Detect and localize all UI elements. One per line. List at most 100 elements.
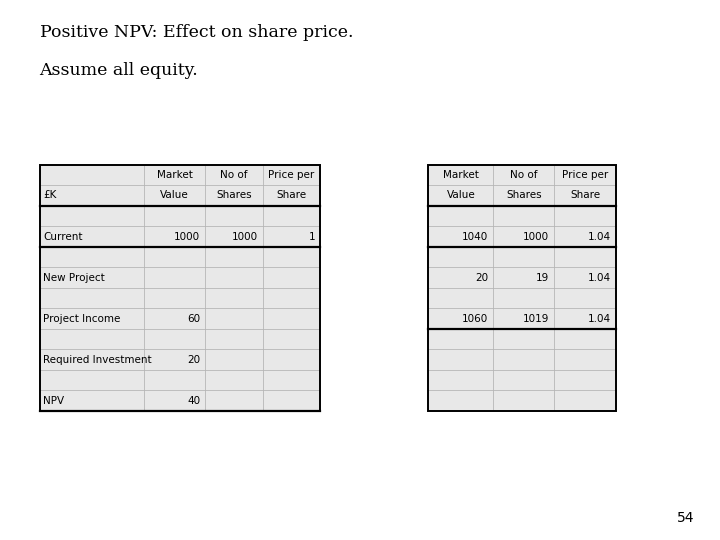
Bar bbox=[554, 185, 616, 206]
Bar bbox=[493, 247, 554, 267]
Text: 19: 19 bbox=[536, 273, 549, 282]
Bar bbox=[554, 206, 616, 226]
Bar bbox=[40, 308, 144, 329]
Bar bbox=[554, 165, 616, 185]
Bar bbox=[40, 267, 144, 288]
Bar bbox=[205, 308, 263, 329]
Bar bbox=[205, 370, 263, 390]
Bar bbox=[493, 370, 554, 390]
Text: 1000: 1000 bbox=[174, 232, 200, 241]
Bar bbox=[554, 390, 616, 411]
Bar bbox=[263, 206, 320, 226]
Bar bbox=[205, 165, 263, 185]
Text: Market: Market bbox=[157, 170, 192, 180]
Text: 40: 40 bbox=[187, 396, 200, 406]
Bar bbox=[554, 370, 616, 390]
Text: 1: 1 bbox=[309, 232, 315, 241]
Bar bbox=[205, 288, 263, 308]
Bar bbox=[40, 329, 144, 349]
Bar bbox=[205, 226, 263, 247]
Text: Share: Share bbox=[570, 191, 600, 200]
Bar bbox=[263, 288, 320, 308]
Text: Price per: Price per bbox=[562, 170, 608, 180]
Bar bbox=[493, 288, 554, 308]
Bar bbox=[40, 390, 144, 411]
Bar bbox=[428, 165, 493, 185]
Bar bbox=[263, 267, 320, 288]
Bar bbox=[40, 370, 144, 390]
Bar bbox=[40, 288, 144, 308]
Bar bbox=[205, 185, 263, 206]
Text: 60: 60 bbox=[187, 314, 200, 323]
Bar bbox=[144, 185, 205, 206]
Text: 1.04: 1.04 bbox=[588, 273, 611, 282]
Bar bbox=[493, 185, 554, 206]
Bar bbox=[144, 288, 205, 308]
Text: NPV: NPV bbox=[43, 396, 64, 406]
Bar bbox=[40, 165, 144, 185]
Bar bbox=[144, 308, 205, 329]
Bar bbox=[205, 349, 263, 370]
Text: 1060: 1060 bbox=[462, 314, 488, 323]
Bar bbox=[205, 247, 263, 267]
Bar bbox=[205, 267, 263, 288]
Bar bbox=[493, 308, 554, 329]
Bar bbox=[144, 329, 205, 349]
Text: New Project: New Project bbox=[43, 273, 105, 282]
Bar bbox=[428, 226, 493, 247]
Bar bbox=[263, 185, 320, 206]
Bar bbox=[554, 247, 616, 267]
Bar bbox=[205, 206, 263, 226]
Bar bbox=[493, 329, 554, 349]
Bar bbox=[144, 390, 205, 411]
Bar bbox=[428, 329, 493, 349]
Bar bbox=[205, 390, 263, 411]
Bar bbox=[428, 165, 616, 411]
Bar bbox=[40, 226, 144, 247]
Text: Price per: Price per bbox=[269, 170, 315, 180]
Bar bbox=[144, 370, 205, 390]
Bar bbox=[144, 349, 205, 370]
Bar bbox=[40, 165, 320, 411]
Text: Positive NPV: Effect on share price.: Positive NPV: Effect on share price. bbox=[40, 24, 353, 41]
Bar bbox=[40, 185, 144, 206]
Text: Shares: Shares bbox=[506, 191, 541, 200]
Bar bbox=[554, 349, 616, 370]
Bar bbox=[144, 247, 205, 267]
Text: Market: Market bbox=[443, 170, 479, 180]
Text: 1000: 1000 bbox=[232, 232, 258, 241]
Bar bbox=[263, 349, 320, 370]
Text: 1019: 1019 bbox=[523, 314, 549, 323]
Bar bbox=[428, 185, 493, 206]
Bar bbox=[263, 390, 320, 411]
Bar bbox=[493, 165, 554, 185]
Bar bbox=[554, 288, 616, 308]
Bar bbox=[554, 329, 616, 349]
Bar bbox=[493, 390, 554, 411]
Bar bbox=[205, 329, 263, 349]
Bar bbox=[144, 165, 205, 185]
Bar bbox=[263, 226, 320, 247]
Text: 1000: 1000 bbox=[523, 232, 549, 241]
Bar bbox=[263, 247, 320, 267]
Text: 20: 20 bbox=[475, 273, 488, 282]
Bar bbox=[40, 247, 144, 267]
Bar bbox=[428, 247, 493, 267]
Bar bbox=[428, 349, 493, 370]
Bar bbox=[554, 308, 616, 329]
Text: Value: Value bbox=[446, 191, 475, 200]
Bar bbox=[554, 226, 616, 247]
Bar bbox=[493, 349, 554, 370]
Text: Current: Current bbox=[43, 232, 83, 241]
Text: 1.04: 1.04 bbox=[588, 232, 611, 241]
Bar bbox=[263, 165, 320, 185]
Bar bbox=[144, 206, 205, 226]
Bar bbox=[40, 206, 144, 226]
Bar bbox=[554, 267, 616, 288]
Bar bbox=[493, 267, 554, 288]
Bar bbox=[428, 308, 493, 329]
Bar bbox=[428, 370, 493, 390]
Bar bbox=[493, 226, 554, 247]
Bar bbox=[263, 370, 320, 390]
Bar bbox=[428, 288, 493, 308]
